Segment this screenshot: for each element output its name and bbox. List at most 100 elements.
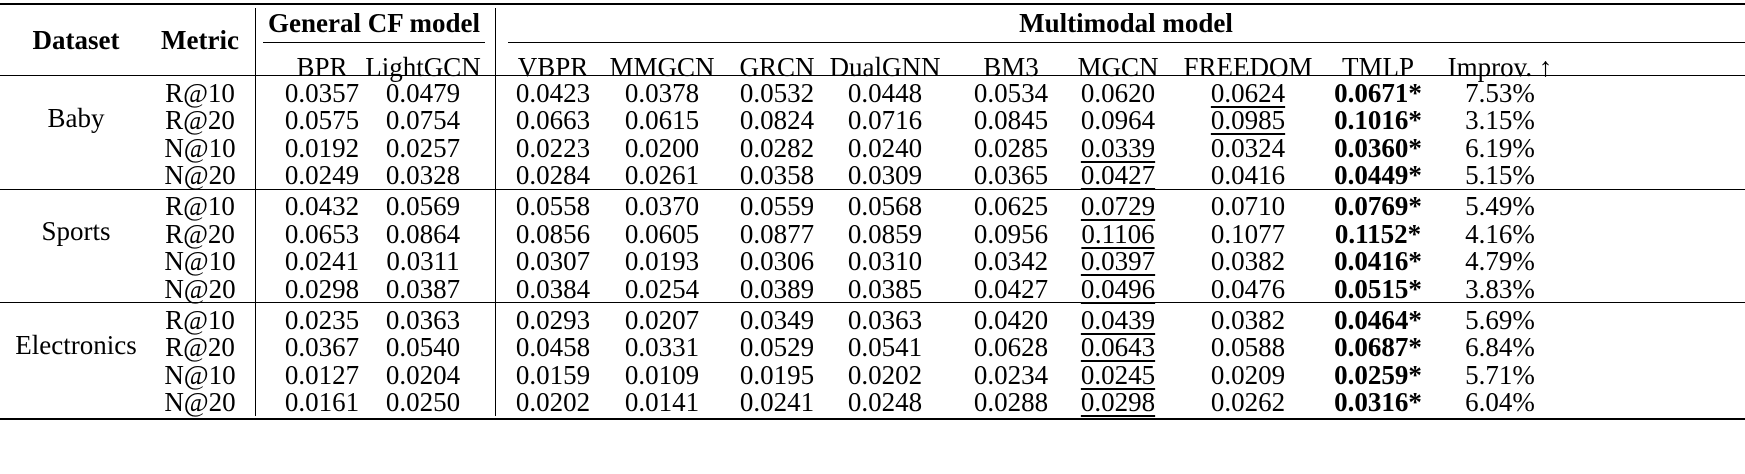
value-cell: 0.0575 bbox=[284, 105, 360, 135]
value-cell: 0.0249 bbox=[284, 160, 360, 190]
value-cell: 0.0385 bbox=[847, 274, 923, 304]
value-cell: 5.49% bbox=[1465, 191, 1535, 221]
value-cell: 0.0254 bbox=[624, 274, 700, 304]
value-cell: 0.0534 bbox=[973, 78, 1049, 108]
value-cell: 0.0234 bbox=[973, 360, 1049, 390]
metric-cell: N@10 bbox=[164, 246, 236, 276]
metric-cell: R@20 bbox=[165, 332, 235, 362]
metric-cell: R@10 bbox=[165, 191, 235, 221]
group-separator-1 bbox=[0, 189, 1745, 190]
value-cell: 0.0241 bbox=[284, 246, 360, 276]
value-cell: 0.0384 bbox=[515, 274, 591, 304]
value-cell: 0.0282 bbox=[739, 133, 815, 163]
value-cell: 0.0625 bbox=[973, 191, 1049, 221]
dataset-label-electronics: Electronics bbox=[15, 330, 137, 360]
model-header-vbpr: VBPR bbox=[517, 52, 589, 82]
value-cell: 0.0515* bbox=[1334, 274, 1422, 304]
value-cell: 0.0250 bbox=[385, 387, 461, 417]
value-cell: 0.0298 bbox=[284, 274, 360, 304]
general-cf-underline bbox=[263, 42, 485, 43]
value-cell: 0.0427 bbox=[973, 274, 1049, 304]
dataset-header: Dataset bbox=[32, 25, 120, 55]
value-cell: 0.0458 bbox=[515, 332, 591, 362]
value-cell: 0.0285 bbox=[973, 133, 1049, 163]
value-cell: 0.0769* bbox=[1334, 191, 1422, 221]
value-cell: 0.0716 bbox=[847, 105, 923, 135]
value-cell: 0.0663 bbox=[515, 105, 591, 135]
value-cell: 0.0257 bbox=[385, 133, 461, 163]
value-cell: 0.1106 bbox=[1081, 219, 1155, 249]
value-cell: 0.0479 bbox=[385, 78, 461, 108]
value-cell: 0.0845 bbox=[973, 105, 1049, 135]
value-cell: 0.0427 bbox=[1080, 160, 1156, 190]
value-cell: 6.04% bbox=[1465, 387, 1535, 417]
value-cell: 0.0141 bbox=[624, 387, 700, 417]
dataset-label-baby: Baby bbox=[47, 103, 105, 133]
value-cell: 0.0259* bbox=[1334, 360, 1422, 390]
value-cell: 0.0397 bbox=[1080, 246, 1156, 276]
metric-cell: N@10 bbox=[164, 360, 236, 390]
value-cell: 0.0671* bbox=[1334, 78, 1422, 108]
value-cell: 0.0605 bbox=[624, 219, 700, 249]
value-cell: 0.0235 bbox=[284, 305, 360, 335]
value-cell: 0.0363 bbox=[847, 305, 923, 335]
value-cell: 0.0360* bbox=[1334, 133, 1422, 163]
model-header-improv: Improv. ↑ bbox=[1447, 52, 1553, 82]
model-header-mmgcn: MMGCN bbox=[609, 52, 715, 82]
metric-cell: R@20 bbox=[165, 105, 235, 135]
value-cell: 0.0496 bbox=[1080, 274, 1156, 304]
header-rule bbox=[0, 75, 1745, 76]
value-cell: 3.15% bbox=[1465, 105, 1535, 135]
value-cell: 0.0754 bbox=[385, 105, 461, 135]
value-cell: 0.0448 bbox=[847, 78, 923, 108]
value-cell: 0.0202 bbox=[515, 387, 591, 417]
model-header-grcn: GRCN bbox=[739, 52, 815, 82]
value-cell: 0.0387 bbox=[385, 274, 461, 304]
value-cell: 0.0241 bbox=[739, 387, 815, 417]
value-cell: 0.0261 bbox=[624, 160, 700, 190]
model-header-freedom: FREEDOM bbox=[1183, 52, 1313, 82]
value-cell: 0.0382 bbox=[1210, 305, 1286, 335]
value-cell: 0.0729 bbox=[1080, 191, 1156, 221]
value-cell: 0.0643 bbox=[1080, 332, 1156, 362]
value-cell: 0.0541 bbox=[847, 332, 923, 362]
value-cell: 0.0248 bbox=[847, 387, 923, 417]
value-cell: 0.0956 bbox=[973, 219, 1049, 249]
metric-cell: N@10 bbox=[164, 133, 236, 163]
value-cell: 0.0363 bbox=[385, 305, 461, 335]
value-cell: 0.0298 bbox=[1080, 387, 1156, 417]
value-cell: 0.0223 bbox=[515, 133, 591, 163]
value-cell: 0.0864 bbox=[385, 219, 461, 249]
value-cell: 0.0127 bbox=[284, 360, 360, 390]
value-cell: 0.0284 bbox=[515, 160, 591, 190]
value-cell: 0.0416* bbox=[1334, 246, 1422, 276]
value-cell: 0.0161 bbox=[284, 387, 360, 417]
top-rule bbox=[0, 3, 1745, 5]
value-cell: 0.0420 bbox=[973, 305, 1049, 335]
value-cell: 0.0342 bbox=[973, 246, 1049, 276]
value-cell: 0.0202 bbox=[847, 360, 923, 390]
vertical-rule-2 bbox=[495, 8, 496, 416]
value-cell: 0.0464* bbox=[1334, 305, 1422, 335]
multimodal-underline bbox=[508, 42, 1745, 43]
model-header-bpr: BPR bbox=[296, 52, 348, 82]
value-cell: 0.1077 bbox=[1210, 219, 1286, 249]
group-separator-2 bbox=[0, 302, 1745, 303]
dataset-label-sports: Sports bbox=[41, 216, 111, 246]
value-cell: 0.0378 bbox=[624, 78, 700, 108]
multimodal-group-header: Multimodal model bbox=[1019, 8, 1233, 38]
value-cell: 6.19% bbox=[1465, 133, 1535, 163]
value-cell: 7.53% bbox=[1465, 78, 1535, 108]
value-cell: 0.0439 bbox=[1080, 305, 1156, 335]
bottom-rule bbox=[0, 418, 1745, 420]
value-cell: 0.0309 bbox=[847, 160, 923, 190]
value-cell: 0.0207 bbox=[624, 305, 700, 335]
value-cell: 4.79% bbox=[1465, 246, 1535, 276]
value-cell: 6.84% bbox=[1465, 332, 1535, 362]
value-cell: 0.0306 bbox=[739, 246, 815, 276]
value-cell: 0.0365 bbox=[973, 160, 1049, 190]
value-cell: 0.0293 bbox=[515, 305, 591, 335]
value-cell: 0.0710 bbox=[1210, 191, 1286, 221]
value-cell: 0.0367 bbox=[284, 332, 360, 362]
value-cell: 0.0382 bbox=[1210, 246, 1286, 276]
